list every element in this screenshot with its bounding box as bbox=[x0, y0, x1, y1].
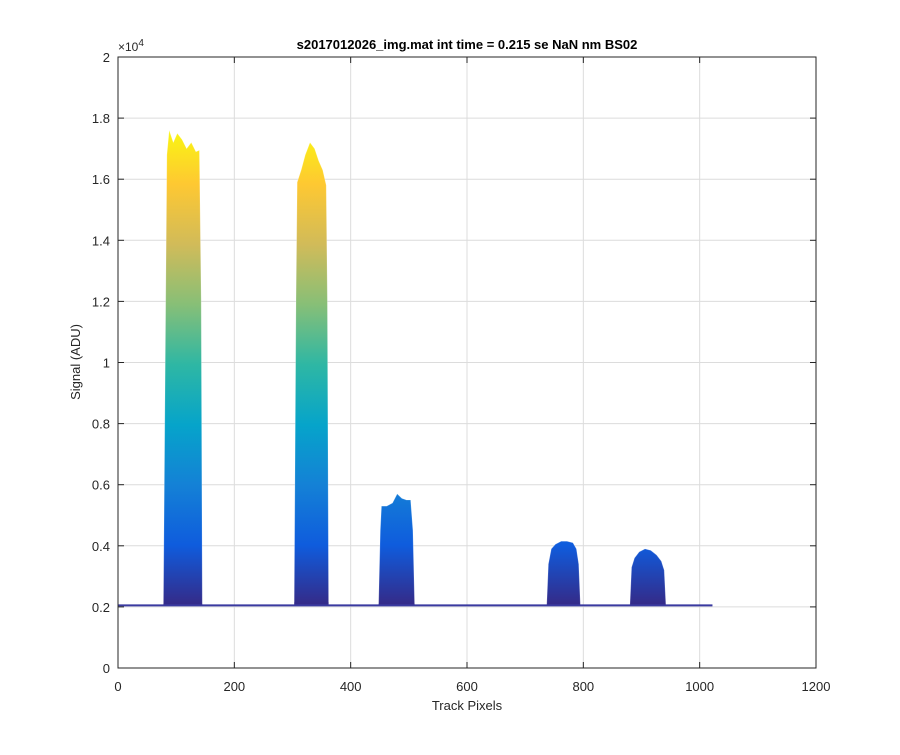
y-exponent-power: 4 bbox=[138, 38, 144, 49]
y-tick-label-7: 1.4 bbox=[92, 233, 110, 248]
ticks-layer: 0 200 400 600 800 1000 1200 0 0.2 0.4 0.6 0.8 1 1.2 1.… bbox=[92, 50, 831, 694]
x-tick-label-6: 1200 bbox=[802, 679, 831, 694]
x-tick-label-5: 1000 bbox=[685, 679, 714, 694]
signal-peak-2 bbox=[294, 142, 329, 606]
y-tick-label-8: 1.6 bbox=[92, 172, 110, 187]
x-tick-label-1: 200 bbox=[223, 679, 245, 694]
y-tick-label-9: 1.8 bbox=[92, 111, 110, 126]
svg-text:×104: ×104 bbox=[118, 38, 144, 54]
y-tick-label-4: 0.8 bbox=[92, 417, 110, 432]
y-axis-label: Signal (ADU) bbox=[68, 324, 83, 400]
y-tick-label-2: 0.4 bbox=[92, 539, 110, 554]
signal-peak-edge-2 bbox=[293, 141, 330, 603]
signal-peak-4 bbox=[546, 541, 581, 606]
signal-peak-5 bbox=[629, 548, 666, 606]
data-layer bbox=[118, 130, 713, 607]
y-tick-label-5: 1 bbox=[103, 356, 110, 371]
x-tick-label-3: 600 bbox=[456, 679, 478, 694]
signal-peak-edge-1 bbox=[163, 130, 203, 604]
y-tick-label-3: 0.6 bbox=[92, 478, 110, 493]
x-tick-label-0: 0 bbox=[114, 679, 121, 694]
signal-peak-edge-3 bbox=[378, 493, 415, 604]
signal-peak-edge-4 bbox=[546, 540, 581, 606]
signal-peak-1 bbox=[163, 130, 203, 606]
chart-title: s2017012026_img.mat int time = 0.215 se … bbox=[297, 37, 638, 52]
y-exponent-label: ×104 bbox=[118, 38, 144, 54]
y-tick-label-10: 2 bbox=[103, 50, 110, 65]
x-tick-label-4: 800 bbox=[572, 679, 594, 694]
signal-peak-3 bbox=[378, 493, 415, 606]
signal-peak-edge-5 bbox=[629, 548, 667, 606]
y-tick-label-6: 1.2 bbox=[92, 294, 110, 309]
y-tick-label-1: 0.2 bbox=[92, 600, 110, 615]
x-tick-label-2: 400 bbox=[340, 679, 362, 694]
x-axis-label: Track Pixels bbox=[432, 698, 503, 713]
y-exponent-base: ×10 bbox=[118, 40, 139, 54]
y-tick-label-0: 0 bbox=[103, 661, 110, 676]
